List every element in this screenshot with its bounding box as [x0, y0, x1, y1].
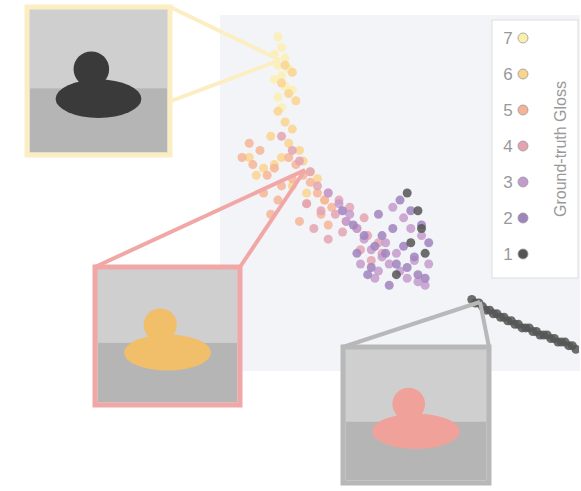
svg-text:Ground-truth Gloss: Ground-truth Gloss: [552, 81, 569, 217]
svg-text:6: 6: [503, 65, 512, 84]
svg-text:2: 2: [503, 209, 512, 228]
svg-text:4: 4: [503, 137, 512, 156]
svg-text:1: 1: [503, 245, 512, 264]
svg-text:3: 3: [503, 173, 512, 192]
svg-text:5: 5: [503, 101, 512, 120]
svg-text:7: 7: [503, 29, 512, 48]
